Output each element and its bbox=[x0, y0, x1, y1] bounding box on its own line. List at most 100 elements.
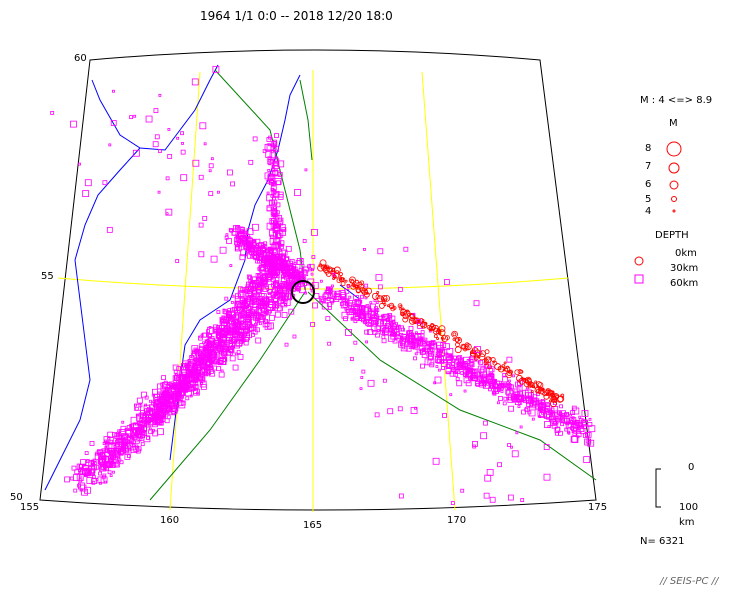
event-marker bbox=[386, 304, 390, 307]
event-marker bbox=[361, 289, 365, 294]
event-marker bbox=[264, 271, 268, 275]
event-marker bbox=[275, 232, 281, 239]
event-marker bbox=[158, 93, 162, 97]
event-marker bbox=[512, 374, 515, 378]
event-marker bbox=[92, 458, 97, 463]
event-marker bbox=[354, 279, 359, 284]
event-marker bbox=[310, 322, 315, 327]
event-marker bbox=[516, 374, 523, 382]
event-marker bbox=[488, 387, 492, 392]
event-marker bbox=[340, 281, 346, 287]
event-marker bbox=[327, 341, 332, 346]
event-marker bbox=[391, 331, 396, 336]
event-marker bbox=[570, 435, 578, 443]
event-marker bbox=[118, 458, 122, 462]
event-marker bbox=[478, 360, 484, 365]
event-marker bbox=[487, 364, 492, 370]
event-marker bbox=[378, 315, 383, 320]
event-marker bbox=[252, 287, 257, 291]
event-marker bbox=[100, 464, 106, 470]
event-marker bbox=[198, 357, 203, 362]
event-marker bbox=[375, 310, 379, 314]
event-marker bbox=[246, 228, 254, 236]
event-marker bbox=[341, 311, 349, 319]
event-marker bbox=[267, 173, 274, 180]
event-marker bbox=[234, 244, 242, 252]
event-marker bbox=[440, 336, 444, 340]
event-marker bbox=[240, 249, 248, 257]
event-marker bbox=[132, 423, 139, 430]
event-marker bbox=[236, 350, 241, 355]
event-marker bbox=[243, 287, 249, 293]
event-marker bbox=[78, 478, 83, 483]
event-marker bbox=[299, 286, 306, 294]
event-marker bbox=[564, 427, 569, 432]
event-marker bbox=[263, 282, 268, 287]
event-marker bbox=[483, 420, 488, 426]
event-marker bbox=[324, 269, 330, 275]
event-marker bbox=[257, 258, 262, 264]
event-marker bbox=[530, 389, 534, 393]
event-marker bbox=[571, 436, 579, 443]
event-marker bbox=[130, 444, 136, 451]
event-marker bbox=[346, 285, 350, 289]
event-marker bbox=[445, 362, 452, 369]
event-marker bbox=[145, 115, 153, 123]
event-marker bbox=[161, 375, 167, 381]
event-marker bbox=[144, 395, 149, 400]
event-marker bbox=[220, 327, 227, 335]
main-event-ring bbox=[291, 280, 315, 304]
event-marker bbox=[322, 266, 327, 272]
event-marker bbox=[408, 325, 414, 331]
event-marker bbox=[120, 446, 126, 452]
event-marker bbox=[275, 215, 283, 222]
event-marker bbox=[141, 391, 147, 398]
event-marker bbox=[79, 484, 87, 492]
event-marker bbox=[548, 410, 554, 415]
event-marker bbox=[122, 448, 127, 453]
event-marker bbox=[268, 296, 273, 301]
event-marker bbox=[352, 284, 356, 288]
event-marker bbox=[266, 205, 273, 212]
event-marker bbox=[371, 314, 376, 319]
event-marker bbox=[278, 244, 284, 250]
event-marker bbox=[281, 227, 287, 232]
event-marker bbox=[250, 286, 255, 291]
event-marker bbox=[264, 247, 270, 253]
event-marker bbox=[148, 424, 152, 428]
event-marker bbox=[559, 404, 563, 409]
event-marker bbox=[353, 340, 358, 345]
event-marker bbox=[208, 351, 215, 359]
event-marker bbox=[576, 420, 580, 423]
event-marker bbox=[64, 476, 71, 483]
event-marker bbox=[91, 478, 97, 484]
event-marker bbox=[427, 358, 435, 366]
event-marker bbox=[127, 442, 133, 449]
event-marker bbox=[327, 293, 333, 298]
event-marker bbox=[221, 328, 228, 336]
event-marker bbox=[375, 301, 379, 305]
event-marker bbox=[233, 310, 240, 317]
event-marker bbox=[82, 190, 90, 197]
event-marker bbox=[264, 322, 272, 330]
event-marker bbox=[365, 287, 372, 295]
event-marker bbox=[180, 174, 188, 182]
event-marker bbox=[540, 398, 545, 403]
event-marker bbox=[460, 343, 467, 350]
event-marker bbox=[404, 338, 408, 342]
magnitude-legend-title: M bbox=[669, 118, 678, 129]
event-marker bbox=[267, 174, 274, 181]
event-marker bbox=[229, 355, 236, 362]
event-marker bbox=[377, 329, 380, 332]
event-marker bbox=[213, 343, 217, 347]
event-marker bbox=[319, 297, 325, 303]
event-layer bbox=[50, 65, 596, 505]
event-marker bbox=[225, 348, 233, 356]
event-marker bbox=[567, 431, 571, 435]
event-marker bbox=[555, 416, 559, 419]
event-marker bbox=[381, 315, 385, 319]
event-marker bbox=[551, 395, 556, 401]
meridian-160 bbox=[169, 71, 201, 511]
event-marker bbox=[355, 288, 361, 294]
event-marker bbox=[285, 263, 289, 267]
